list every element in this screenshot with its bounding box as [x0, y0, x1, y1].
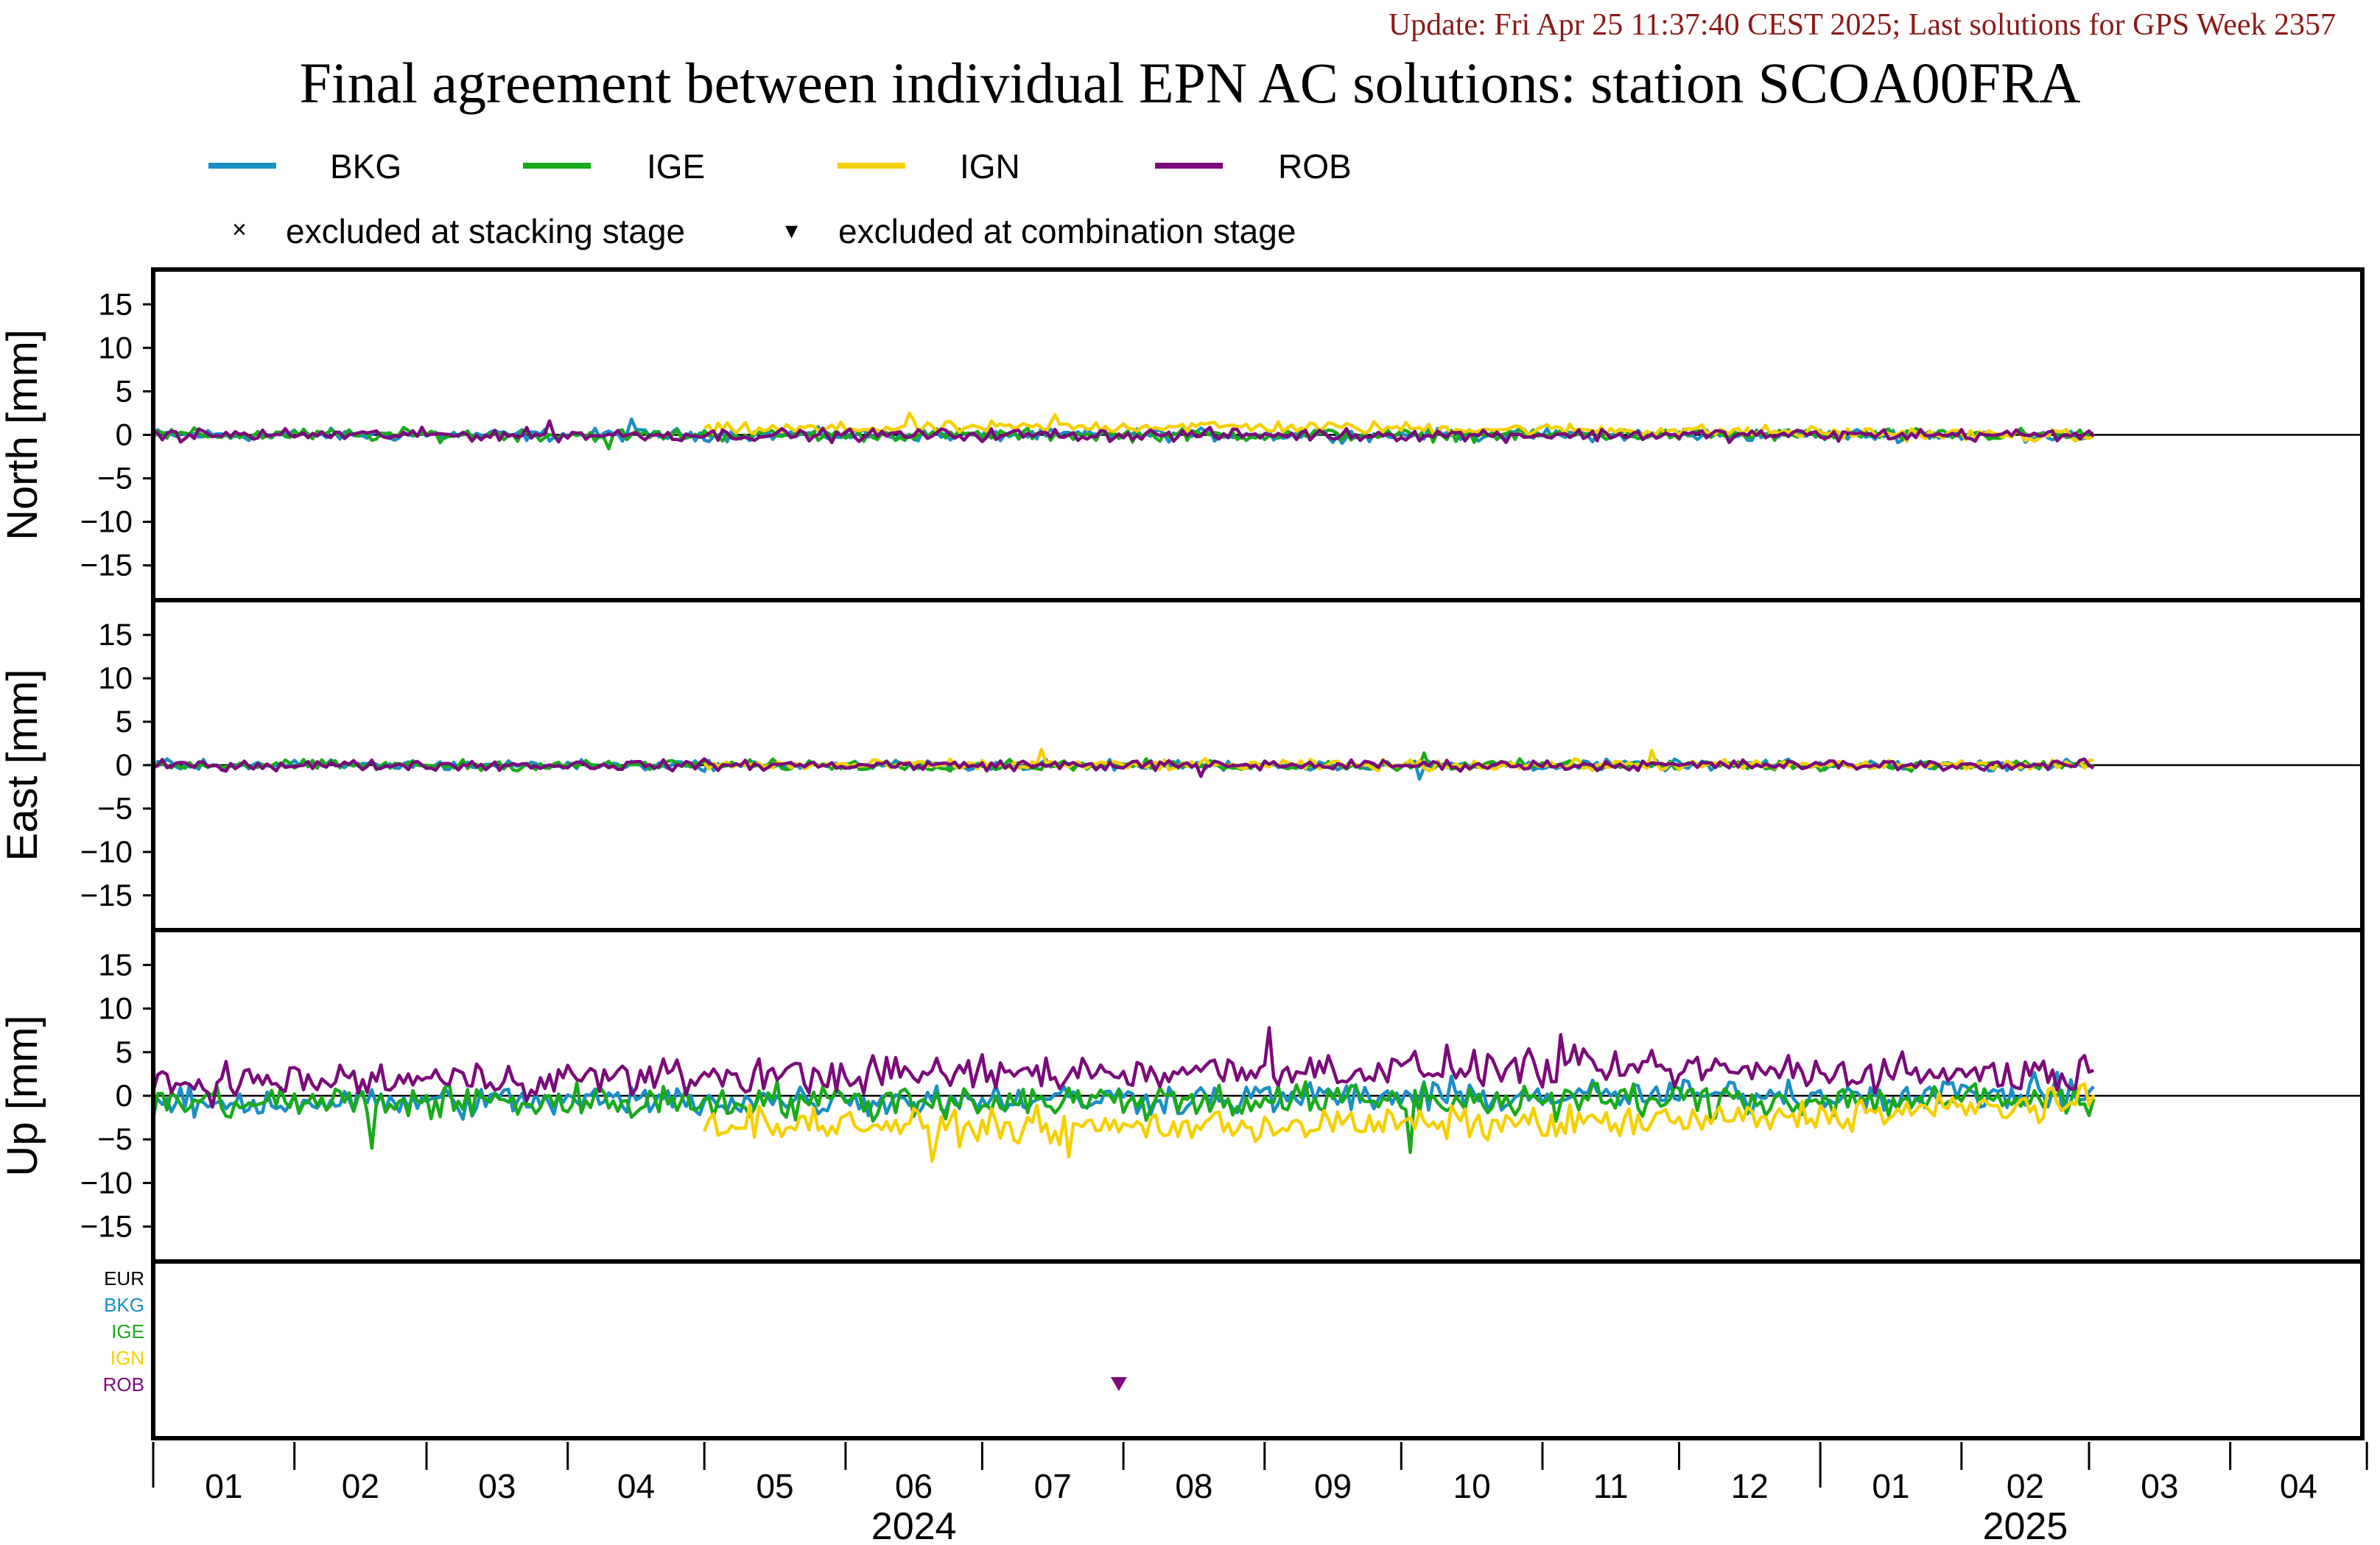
- exclusion-row-label: EUR: [104, 1267, 144, 1289]
- legend-label-bkg: BKG: [330, 147, 402, 186]
- x-year-label: 2025: [1983, 1505, 2068, 1545]
- y-axis-label: Up [mm]: [0, 1015, 46, 1176]
- x-tick-label: 02: [342, 1467, 379, 1505]
- panel-east: 15 10 5 0 −5 −10 −15 East [mm]: [0, 598, 2365, 932]
- y-tick-label: 0: [116, 747, 133, 782]
- legend-label-ige: IGE: [647, 147, 706, 186]
- x-tick-label: 03: [478, 1467, 516, 1505]
- y-tick-label: −10: [80, 1165, 133, 1200]
- y-axis-label: North [mm]: [0, 329, 46, 541]
- legend-label-ign: IGN: [960, 147, 1020, 186]
- y-tick-label: 10: [98, 991, 133, 1026]
- x-tick-label: 05: [756, 1467, 793, 1505]
- x-tick-label: 09: [1314, 1467, 1352, 1505]
- y-tick-label: 0: [116, 418, 133, 452]
- panel-up: 15 10 5 0 −5 −10 −15 Up [mm]: [0, 928, 2365, 1264]
- legend-marker-combination-label: excluded at combination stage: [838, 212, 1296, 250]
- cross-icon: ×: [232, 216, 247, 244]
- y-tick-label: 15: [98, 617, 133, 652]
- exclusion-row-label: BKG: [104, 1294, 144, 1316]
- legend-swatch-bkg: [208, 163, 276, 169]
- y-tick-label: 0: [116, 1078, 133, 1113]
- y-tick-label: −5: [97, 461, 133, 496]
- y-tick-label: −10: [80, 834, 133, 869]
- series-line-bkg: [152, 1070, 2095, 1122]
- y-tick-label: −10: [80, 504, 133, 539]
- y-tick-label: 15: [98, 286, 133, 321]
- y-tick-label: −15: [80, 878, 133, 912]
- x-tick-label: 06: [895, 1467, 933, 1505]
- legend-label-rob: ROB: [1278, 147, 1352, 186]
- y-axis-label: East [mm]: [0, 669, 46, 861]
- exclusion-row-label: ROB: [103, 1373, 144, 1396]
- y-tick-label: −15: [80, 548, 133, 583]
- legend-swatch-ign: [838, 163, 905, 169]
- triangle-down-icon: ▾: [785, 217, 798, 244]
- x-tick-label: 03: [2141, 1467, 2178, 1505]
- y-tick-label: 5: [116, 1035, 133, 1069]
- y-tick-label: 15: [98, 947, 133, 982]
- exclusion-marker: [1110, 1377, 1127, 1391]
- series-line-ige: [151, 1080, 2096, 1155]
- series-line-rob: [152, 419, 2095, 445]
- panel-exclusion: EUR BKG IGE IGN ROB: [103, 1259, 2365, 1440]
- x-tick-label: 02: [2007, 1467, 2044, 1505]
- series-line-rob: [152, 757, 2095, 778]
- x-tick-label: 04: [2280, 1467, 2317, 1505]
- update-text: Update: Fri Apr 25 11:37:40 CEST 2025; L…: [1388, 8, 2336, 42]
- exclusion-row-label: IGE: [111, 1320, 144, 1342]
- y-tick-label: −5: [97, 791, 133, 826]
- x-tick-label: 08: [1175, 1467, 1212, 1505]
- y-tick-label: −15: [80, 1209, 133, 1244]
- legend-swatch-ige: [523, 163, 591, 169]
- x-tick-label: 10: [1453, 1467, 1491, 1505]
- exclusion-row-label: IGN: [110, 1347, 144, 1369]
- x-tick-label: 04: [617, 1467, 655, 1505]
- x-tick-label: 01: [205, 1467, 242, 1505]
- x-year-label: 2024: [871, 1505, 957, 1545]
- y-tick-label: −5: [97, 1122, 133, 1156]
- x-tick-label: 11: [1593, 1467, 1629, 1505]
- x-tick-label: 01: [1872, 1467, 1909, 1505]
- y-tick-label: 10: [98, 661, 133, 695]
- x-tick-label: 12: [1731, 1467, 1769, 1505]
- legend-marker-stacking-label: excluded at stacking stage: [286, 212, 686, 250]
- y-tick-label: 5: [116, 704, 133, 739]
- series-line-ign: [703, 1082, 2096, 1164]
- panel-north: 15 10 5 0 −5 −10 −15 North [mm]: [0, 267, 2365, 602]
- y-tick-label: 10: [98, 330, 133, 365]
- x-tick-label: 07: [1034, 1467, 1072, 1505]
- y-tick-label: 5: [116, 373, 133, 408]
- series-line-rob: [151, 1026, 2095, 1109]
- panel-frame: [151, 1259, 2365, 1440]
- chart-title: Final agreement between individual EPN A…: [299, 51, 2081, 115]
- legend-swatch-rob: [1155, 163, 1223, 169]
